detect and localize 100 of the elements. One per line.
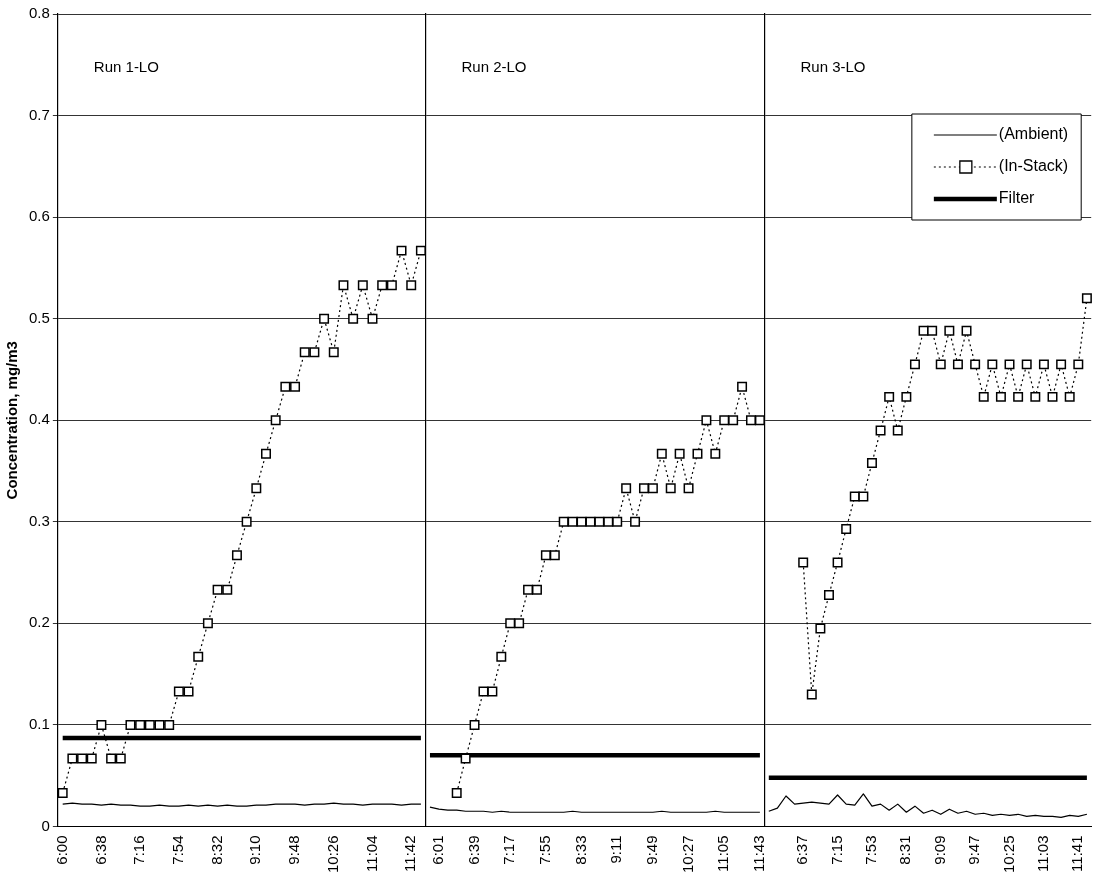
x-tick-label: 11:42 bbox=[401, 835, 419, 872]
x-tick-label: 10:26 bbox=[323, 835, 341, 874]
x-tick-label: 11:41 bbox=[1068, 835, 1086, 872]
point bbox=[806, 689, 817, 700]
point bbox=[884, 391, 895, 402]
y-axis-title: Concentration, mg/m3 bbox=[3, 341, 21, 500]
y-tick-label: 0.4 bbox=[28, 410, 50, 428]
point bbox=[77, 753, 88, 764]
point bbox=[585, 516, 596, 527]
point bbox=[115, 753, 126, 764]
x-tick-label: 9:47 bbox=[965, 835, 983, 865]
y-tick-label: 0 bbox=[41, 816, 50, 834]
point bbox=[338, 280, 349, 291]
point bbox=[710, 448, 721, 459]
x-tick-label: 9:48 bbox=[285, 835, 303, 865]
y-tick-label: 0.7 bbox=[28, 105, 50, 123]
x-tick-label: 11:03 bbox=[1034, 835, 1052, 872]
x-tick-label: 6:01 bbox=[429, 835, 447, 865]
x-tick-label: 9:49 bbox=[643, 835, 661, 865]
x-tick-label: 7:55 bbox=[536, 835, 554, 865]
x-tick-label: 7:16 bbox=[130, 835, 148, 865]
y-tick-label: 0.1 bbox=[28, 715, 50, 733]
x-tick-label: 7:17 bbox=[500, 835, 518, 865]
point bbox=[396, 245, 407, 256]
point bbox=[824, 589, 835, 600]
point bbox=[987, 359, 998, 370]
x-tick-label: 11:05 bbox=[714, 835, 732, 872]
point bbox=[621, 483, 632, 494]
point bbox=[377, 280, 388, 291]
point bbox=[67, 753, 78, 764]
point bbox=[222, 584, 233, 595]
point bbox=[1073, 359, 1084, 370]
point bbox=[523, 584, 534, 595]
x-tick-label: 9:09 bbox=[931, 835, 949, 865]
point bbox=[901, 391, 912, 402]
point bbox=[290, 381, 301, 392]
point bbox=[567, 516, 578, 527]
point bbox=[1013, 391, 1024, 402]
point bbox=[270, 415, 281, 426]
point bbox=[299, 347, 310, 358]
point bbox=[251, 483, 262, 494]
point bbox=[944, 325, 955, 336]
x-tick-label: 11:04 bbox=[362, 835, 380, 872]
point bbox=[1021, 359, 1032, 370]
point bbox=[927, 325, 938, 336]
point bbox=[202, 618, 213, 629]
point bbox=[164, 719, 175, 730]
point bbox=[1004, 359, 1015, 370]
point bbox=[550, 550, 561, 561]
x-tick-label: 9:10 bbox=[246, 835, 264, 865]
point bbox=[57, 787, 68, 798]
x-tick-label: 10:27 bbox=[678, 835, 696, 874]
point bbox=[996, 391, 1007, 402]
point bbox=[415, 245, 426, 256]
point bbox=[86, 753, 97, 764]
point bbox=[648, 483, 659, 494]
point bbox=[514, 618, 525, 629]
point bbox=[309, 347, 320, 358]
point bbox=[451, 787, 462, 798]
point bbox=[665, 483, 676, 494]
x-tick-label: 6:00 bbox=[52, 835, 70, 865]
x-tick-label: 8:32 bbox=[207, 835, 225, 865]
point bbox=[692, 448, 703, 459]
point bbox=[594, 516, 605, 527]
point bbox=[953, 359, 964, 370]
point bbox=[630, 516, 641, 527]
point bbox=[674, 448, 685, 459]
y-tick-label: 0.8 bbox=[28, 4, 50, 22]
point bbox=[319, 313, 330, 324]
annotation: Run 1-LO bbox=[93, 58, 159, 76]
x-tick-label: 9:11 bbox=[607, 835, 625, 864]
point bbox=[961, 325, 972, 336]
x-tick-label: 7:54 bbox=[169, 835, 187, 865]
x-tick-label: 10:25 bbox=[999, 835, 1017, 874]
point bbox=[135, 719, 146, 730]
y-tick-label: 0.3 bbox=[28, 511, 50, 529]
point bbox=[532, 584, 543, 595]
x-tick-label: 7:15 bbox=[827, 835, 845, 865]
point bbox=[719, 415, 730, 426]
point bbox=[154, 719, 165, 730]
point bbox=[348, 313, 359, 324]
point bbox=[657, 448, 668, 459]
point bbox=[892, 425, 903, 436]
legend-label: Filter bbox=[998, 189, 1036, 207]
point bbox=[386, 280, 397, 291]
point bbox=[505, 618, 516, 629]
point bbox=[603, 516, 614, 527]
point bbox=[280, 381, 291, 392]
x-tick-label: 11:43 bbox=[750, 835, 768, 872]
point bbox=[832, 557, 843, 568]
point bbox=[815, 623, 826, 634]
point bbox=[558, 516, 569, 527]
point bbox=[261, 448, 271, 459]
point bbox=[935, 359, 946, 370]
point bbox=[367, 313, 378, 324]
point bbox=[212, 584, 223, 595]
point bbox=[173, 686, 184, 697]
point bbox=[612, 516, 623, 527]
point bbox=[1064, 391, 1075, 402]
point bbox=[183, 686, 194, 697]
